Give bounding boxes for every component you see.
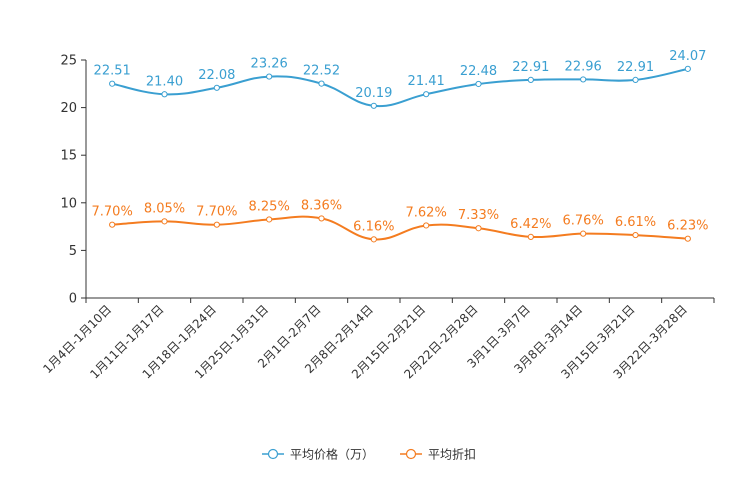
series-0: 22.51 21.40 22.08 23.26 22.52 20.19 21.41 22.48… — [94, 49, 706, 109]
data-point[interactable] — [318, 80, 325, 87]
data-label: 22.51 — [94, 64, 131, 79]
series-line — [112, 215, 688, 241]
data-point[interactable] — [370, 236, 377, 243]
y-tick-label: 15 — [60, 149, 77, 164]
data-point[interactable] — [632, 76, 639, 83]
data-point[interactable] — [109, 221, 116, 228]
data-label: 22.96 — [565, 59, 602, 74]
data-point[interactable] — [213, 84, 220, 91]
data-label: 6.16% — [353, 219, 394, 234]
data-label: 6.42% — [510, 217, 551, 232]
data-label: 24.07 — [669, 49, 706, 64]
data-label: 20.19 — [355, 86, 392, 101]
data-point[interactable] — [527, 76, 534, 83]
data-label: 8.36% — [301, 198, 342, 213]
data-label: 22.91 — [512, 60, 549, 75]
data-point[interactable] — [161, 91, 168, 98]
legend-label: 平均价格（万） — [290, 447, 374, 462]
data-label: 7.70% — [196, 205, 237, 220]
data-point[interactable] — [527, 233, 534, 240]
data-label: 7.70% — [92, 205, 133, 220]
y-tick-label: 20 — [60, 101, 77, 116]
data-point[interactable] — [632, 231, 639, 239]
data-label: 22.52 — [303, 64, 340, 79]
legend-item-0[interactable]: 平均价格（万） — [262, 447, 374, 462]
y-tick-label: 5 — [69, 244, 77, 259]
series-line — [111, 67, 689, 108]
data-label: 22.48 — [460, 64, 497, 79]
data-point[interactable] — [580, 76, 587, 83]
legend-label: 平均折扣 — [428, 447, 476, 462]
data-point[interactable] — [475, 80, 482, 88]
data-label: 22.91 — [617, 60, 654, 75]
series-layer: 22.51 21.40 22.08 23.26 22.52 20.19 21.41 22.48… — [92, 49, 708, 243]
legend-item-1[interactable]: 平均折扣 — [400, 447, 476, 462]
series-1: 7.70% 8.05% 7.70% 8.25% 8.36% 6.16% 7.62% 7.33%… — [92, 198, 708, 243]
data-label: 8.25% — [249, 199, 290, 214]
data-point[interactable] — [370, 102, 377, 109]
data-label: 23.26 — [251, 57, 288, 72]
data-label: 6.23% — [667, 219, 708, 234]
data-point[interactable] — [266, 73, 273, 80]
data-label: 6.76% — [563, 214, 604, 229]
y-tick-label: 0 — [69, 292, 77, 307]
axes: 05101520251月4日-1月10日1月11日-1月17日1月18日-1月2… — [40, 54, 715, 382]
data-label: 7.62% — [406, 205, 447, 220]
data-point[interactable] — [423, 91, 430, 98]
data-point[interactable] — [475, 225, 482, 232]
data-point[interactable] — [318, 215, 325, 222]
data-label: 21.41 — [408, 74, 445, 89]
data-point[interactable] — [109, 80, 116, 87]
data-point[interactable] — [266, 216, 273, 223]
data-point[interactable] — [684, 65, 691, 72]
data-label: 7.33% — [458, 208, 499, 223]
data-label: 22.08 — [198, 68, 235, 83]
legend[interactable]: 平均价格（万） 平均折扣 — [262, 447, 476, 462]
data-point[interactable] — [580, 230, 587, 237]
data-point[interactable] — [213, 221, 220, 228]
y-tick-label: 25 — [60, 54, 77, 69]
data-point[interactable] — [161, 218, 168, 225]
data-label: 21.40 — [146, 74, 183, 89]
data-label: 6.61% — [615, 215, 656, 230]
data-label: 8.05% — [144, 201, 185, 216]
legend-marker-icon — [267, 448, 279, 460]
legend-marker-icon — [405, 448, 417, 460]
data-point[interactable] — [423, 222, 430, 229]
y-tick-label: 10 — [60, 196, 77, 211]
data-point[interactable] — [684, 235, 691, 242]
